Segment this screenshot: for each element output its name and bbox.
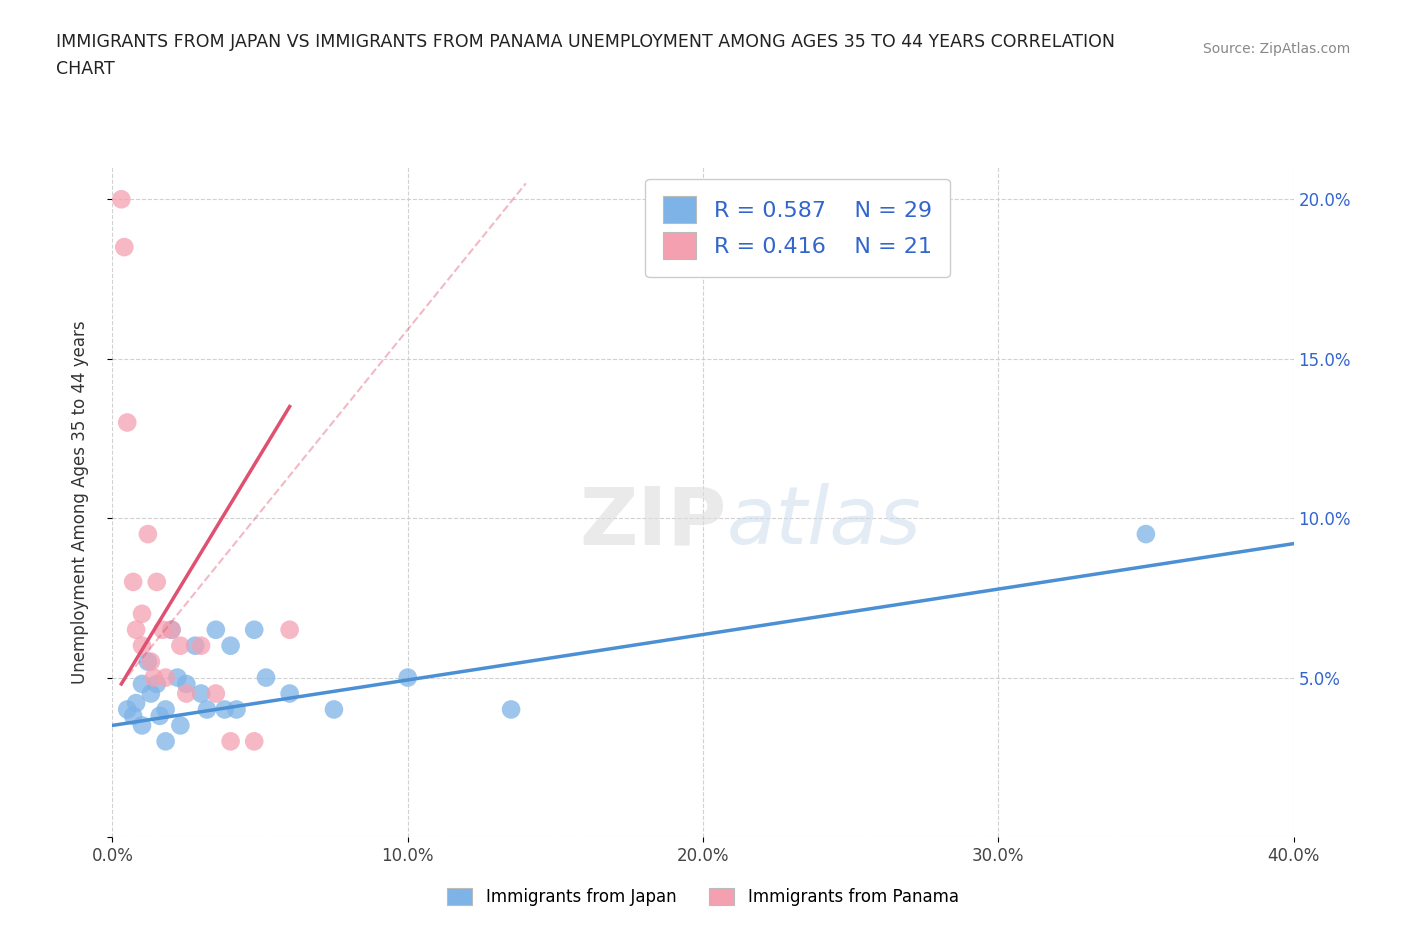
- Point: [169, 718, 191, 733]
- Point: [278, 622, 301, 637]
- Text: ZIP: ZIP: [579, 484, 727, 562]
- Point: [139, 654, 162, 669]
- Point: [117, 702, 138, 717]
- Legend: Immigrants from Japan, Immigrants from Panama: Immigrants from Japan, Immigrants from P…: [440, 881, 966, 912]
- Point: [146, 575, 169, 590]
- Point: [219, 734, 242, 749]
- Point: [205, 686, 228, 701]
- Point: [152, 622, 174, 637]
- Point: [146, 676, 169, 691]
- Point: [169, 638, 191, 653]
- Point: [278, 686, 301, 701]
- Point: [243, 734, 266, 749]
- Point: [214, 702, 236, 717]
- Point: [225, 702, 247, 717]
- Y-axis label: Unemployment Among Ages 35 to 44 years: Unemployment Among Ages 35 to 44 years: [70, 321, 89, 684]
- Point: [190, 638, 212, 653]
- Point: [243, 622, 266, 637]
- Point: [323, 702, 346, 717]
- Point: [195, 702, 218, 717]
- Point: [254, 671, 277, 685]
- Point: [131, 638, 153, 653]
- Point: [142, 671, 165, 685]
- Text: IMMIGRANTS FROM JAPAN VS IMMIGRANTS FROM PANAMA UNEMPLOYMENT AMONG AGES 35 TO 44: IMMIGRANTS FROM JAPAN VS IMMIGRANTS FROM…: [56, 33, 1115, 50]
- Point: [131, 718, 153, 733]
- Point: [396, 671, 419, 685]
- Text: atlas: atlas: [727, 484, 921, 562]
- Point: [174, 676, 197, 691]
- Point: [205, 622, 228, 637]
- Point: [155, 702, 177, 717]
- Point: [1135, 526, 1157, 541]
- Point: [160, 622, 183, 637]
- Point: [136, 526, 159, 541]
- Point: [122, 575, 145, 590]
- Point: [219, 638, 242, 653]
- Point: [117, 415, 138, 430]
- Point: [174, 686, 197, 701]
- Point: [155, 734, 177, 749]
- Point: [501, 702, 523, 717]
- Point: [125, 622, 148, 637]
- Point: [136, 654, 159, 669]
- Point: [112, 240, 135, 255]
- Point: [131, 606, 153, 621]
- Point: [110, 192, 132, 206]
- Legend: R = 0.587    N = 29, R = 0.416    N = 21: R = 0.587 N = 29, R = 0.416 N = 21: [645, 179, 950, 277]
- Point: [155, 671, 177, 685]
- Point: [131, 676, 153, 691]
- Point: [166, 671, 188, 685]
- Text: CHART: CHART: [56, 60, 115, 78]
- Point: [122, 709, 145, 724]
- Text: Source: ZipAtlas.com: Source: ZipAtlas.com: [1202, 42, 1350, 56]
- Point: [125, 696, 148, 711]
- Point: [160, 622, 183, 637]
- Point: [184, 638, 207, 653]
- Point: [139, 686, 162, 701]
- Point: [149, 709, 172, 724]
- Point: [190, 686, 212, 701]
